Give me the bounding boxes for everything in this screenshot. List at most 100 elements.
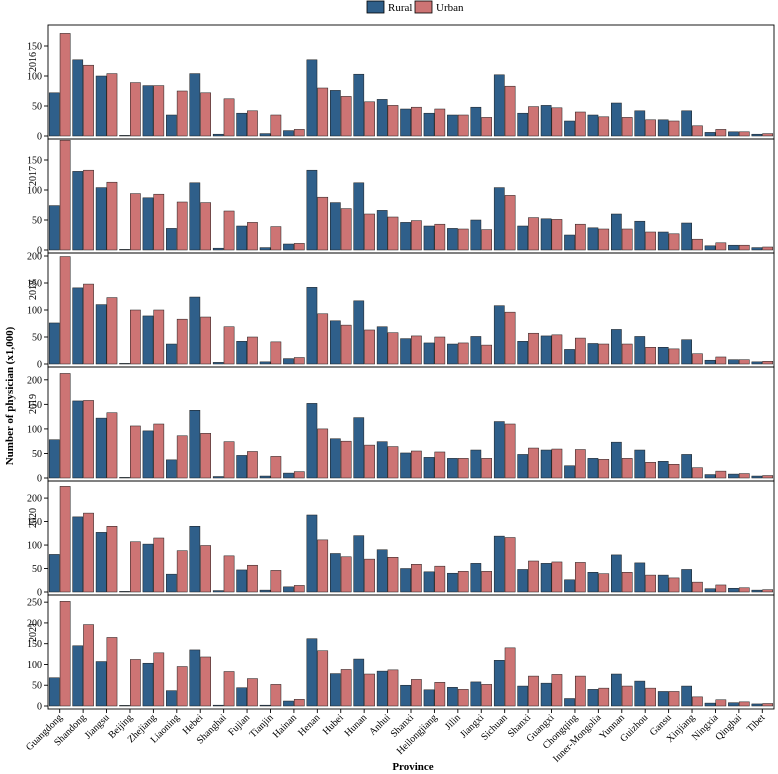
bar-rural-2016-4 [142, 85, 154, 137]
bar-rural-2016-16 [423, 112, 435, 137]
bar-urban-2019-13 [364, 444, 375, 479]
bar-urban-2018-22 [574, 337, 586, 365]
bar-urban-2021-27 [692, 696, 703, 707]
bar-rural-2018-7 [212, 362, 224, 365]
bar-rural-2017-6 [189, 182, 201, 251]
bar-rural-2017-4 [142, 197, 154, 251]
bar-rural-2021-21 [540, 682, 552, 707]
bar-urban-2021-23 [598, 687, 610, 707]
bar-rural-2019-4 [142, 430, 154, 479]
bar-urban-2017-4 [153, 193, 165, 251]
bar-urban-2016-19 [504, 85, 516, 137]
bar-rural-2020-20 [517, 569, 529, 593]
bar-urban-2019-30 [762, 475, 774, 479]
bar-rural-2016-28 [704, 132, 716, 137]
bar-urban-2019-14 [387, 446, 399, 479]
bar-rural-2018-9 [259, 361, 271, 365]
bar-urban-2017-16 [434, 223, 446, 251]
bar-rural-2017-13 [353, 182, 365, 251]
bar-urban-2016-18 [481, 117, 493, 137]
bar-rural-2018-23 [587, 343, 599, 365]
bar-urban-2019-4 [153, 423, 165, 479]
bar-rural-2017-20 [517, 225, 529, 251]
bar-urban-2020-10 [293, 585, 305, 593]
bar-urban-2019-3 [130, 425, 141, 479]
bar-urban-2021-7 [223, 671, 235, 707]
bar-urban-2020-1 [83, 512, 94, 593]
y-tick-label: 150 [27, 517, 42, 528]
bar-urban-2018-17 [457, 342, 469, 365]
bar-rural-2021-22 [564, 698, 575, 707]
bar-urban-2017-26 [668, 233, 680, 251]
bar-urban-2019-5 [176, 435, 188, 479]
bar-rural-2016-23 [587, 114, 599, 137]
bar-urban-2018-8 [247, 336, 258, 365]
x-tick-label: Sichuan [479, 712, 510, 743]
panel-year-label: 2019 [28, 394, 39, 414]
bar-rural-2021-8 [236, 687, 248, 707]
bar-rural-2021-26 [657, 691, 669, 707]
bar-rural-2021-25 [634, 680, 646, 707]
panel-year-label: 2017 [28, 166, 39, 186]
bar-urban-2017-17 [457, 228, 469, 251]
bar-urban-2020-24 [621, 572, 633, 593]
bar-urban-2020-26 [668, 577, 680, 593]
bar-rural-2018-5 [166, 343, 177, 365]
bar-rural-2016-5 [166, 114, 177, 137]
bar-urban-2021-30 [762, 703, 774, 707]
bar-rural-2019-24 [611, 441, 622, 479]
bar-urban-2020-13 [364, 558, 375, 593]
bar-rural-2021-13 [353, 658, 365, 707]
bar-rural-2018-15 [400, 338, 411, 365]
bar-urban-2017-11 [317, 196, 329, 251]
bar-rural-2020-14 [376, 549, 388, 593]
bar-rural-2019-13 [353, 417, 365, 479]
bar-rural-2020-27 [681, 569, 692, 593]
bar-rural-2016-25 [634, 110, 646, 137]
bar-urban-2018-30 [762, 361, 774, 365]
bar-rural-2021-7 [212, 704, 224, 707]
bar-rural-2019-15 [400, 452, 411, 479]
bar-urban-2021-9 [270, 684, 282, 707]
bar-rural-2021-20 [517, 685, 529, 707]
bar-urban-2021-10 [293, 699, 305, 707]
bar-urban-2020-3 [130, 541, 141, 593]
bar-rural-2016-18 [470, 106, 482, 137]
bar-urban-2019-9 [270, 456, 282, 479]
bar-urban-2019-27 [692, 467, 703, 479]
x-tick-label: Hubei [321, 712, 346, 737]
y-tick-label: 250 [27, 598, 42, 609]
bar-urban-2020-27 [692, 581, 703, 593]
y-tick-label: 100 [27, 186, 42, 197]
bar-rural-2016-27 [681, 110, 692, 137]
bar-urban-2018-15 [411, 335, 422, 365]
bar-rural-2020-26 [657, 574, 669, 593]
bar-rural-2019-26 [657, 461, 669, 479]
bar-urban-2016-27 [692, 125, 703, 137]
bar-urban-2016-20 [528, 106, 539, 137]
bar-rural-2020-16 [423, 571, 435, 593]
bar-urban-2018-14 [387, 332, 399, 365]
bar-rural-2021-28 [704, 702, 716, 707]
bar-rural-2017-24 [611, 213, 622, 251]
bar-urban-2017-9 [270, 226, 282, 251]
bar-rural-2018-21 [540, 335, 552, 365]
bar-urban-2017-12 [340, 208, 352, 251]
bar-rural-2018-1 [72, 287, 84, 365]
y-tick-label: 50 [32, 564, 42, 575]
x-tick-label: Anhui [367, 712, 393, 738]
bar-urban-2019-1 [83, 400, 94, 479]
bar-urban-2016-11 [317, 87, 329, 137]
bar-urban-2018-11 [317, 313, 329, 365]
bar-urban-2021-0 [59, 601, 71, 707]
y-tick-label: 50 [32, 216, 42, 227]
x-tick-label: Hainan [271, 712, 299, 740]
bar-rural-2017-21 [540, 218, 552, 251]
bar-rural-2017-30 [751, 247, 763, 251]
bar-urban-2016-16 [434, 108, 446, 137]
bar-urban-2021-15 [411, 679, 422, 707]
y-axis-title: Number of physician (x1,000) [4, 326, 16, 465]
panel-year-label: 2021 [28, 622, 39, 642]
bar-urban-2017-15 [411, 220, 422, 251]
